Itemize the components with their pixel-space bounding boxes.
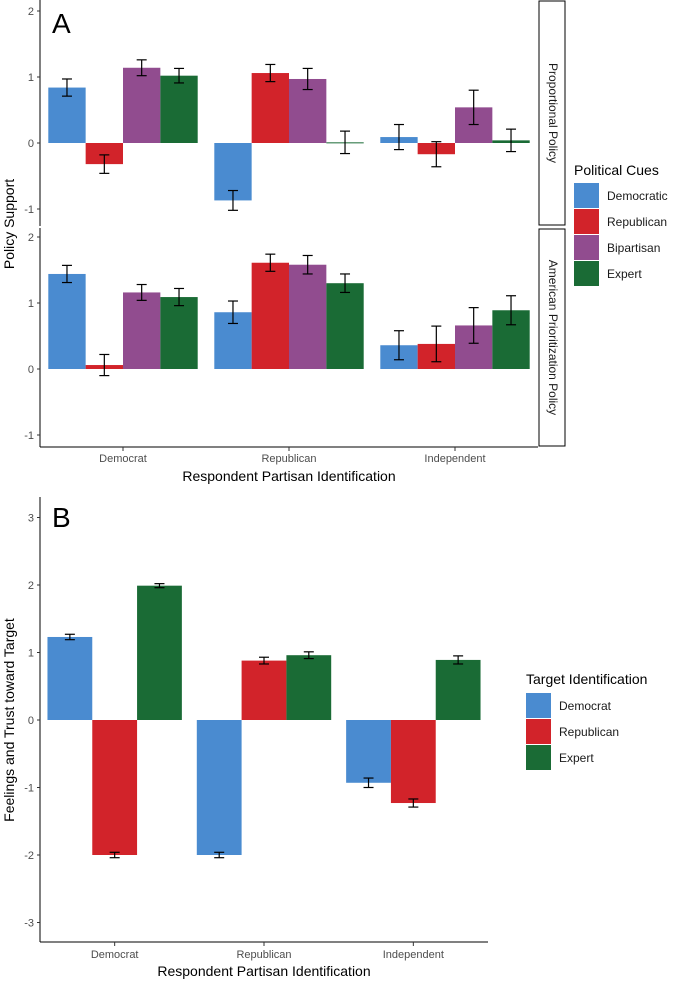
legend-label: Democrat — [559, 699, 612, 713]
y-tick-label: -1 — [24, 783, 34, 795]
bar-expert — [326, 283, 364, 369]
x-axis-title: Respondent Partisan Identification — [157, 963, 370, 979]
bar-democrat — [47, 636, 93, 720]
legend-title: Target Identification — [526, 671, 647, 687]
y-tick-label: 1 — [28, 72, 34, 84]
bar-republican — [241, 660, 287, 720]
bar-democratic — [48, 87, 86, 143]
x-tick-label: Independent — [424, 453, 485, 465]
bar-bipartisan — [289, 264, 327, 369]
y-tick-label: 0 — [28, 715, 34, 727]
bar-democrat — [196, 720, 242, 855]
y-axis-title: Policy Support — [1, 179, 17, 269]
panel-label-a: A — [52, 8, 71, 39]
legend-title: Political Cues — [574, 162, 659, 178]
bar-republican — [251, 262, 289, 369]
bar-democrat — [346, 720, 391, 783]
legend-swatch — [574, 261, 599, 286]
y-tick-label: 2 — [28, 232, 34, 244]
facet-label: Proportional Policy — [546, 63, 560, 163]
bar-republican — [85, 143, 123, 165]
bar-bipartisan — [123, 67, 161, 143]
x-tick-label: Democrat — [91, 949, 139, 961]
legend-label: Democratic — [607, 189, 668, 203]
x-axis-title: Respondent Partisan Identification — [182, 468, 395, 484]
legend-swatch — [526, 719, 551, 744]
legend-swatch — [574, 235, 599, 260]
x-tick-label: Republican — [261, 453, 316, 465]
y-tick-label: -1 — [24, 204, 34, 216]
legend-swatch — [526, 693, 551, 718]
x-tick-label: Republican — [236, 949, 291, 961]
facet-strip — [538, 228, 566, 447]
y-tick-label: -1 — [24, 430, 34, 442]
y-tick-label: -2 — [24, 850, 34, 862]
bar-democratic — [48, 273, 86, 369]
x-tick-label: Independent — [383, 949, 444, 961]
x-tick-label: Democrat — [99, 453, 147, 465]
y-tick-label: 0 — [28, 364, 34, 376]
legend-swatch — [574, 183, 599, 208]
bar-republican — [92, 720, 138, 855]
facet-label: American Prioritization Policy — [546, 260, 560, 415]
y-axis-title: Feelings and Trust toward Target — [1, 618, 17, 822]
y-tick-label: 2 — [28, 580, 34, 592]
bar-republican — [390, 720, 436, 804]
bar-expert — [286, 655, 332, 720]
bar-expert — [160, 297, 198, 369]
y-tick-label: 0 — [28, 138, 34, 150]
y-tick-label: 2 — [28, 6, 34, 18]
bar-expert — [160, 75, 198, 143]
legend-label: Expert — [559, 751, 594, 765]
bar-expert — [435, 659, 481, 720]
facet-strip — [538, 0, 566, 226]
legend-label: Bipartisan — [607, 241, 660, 255]
y-tick-label: -3 — [24, 918, 34, 930]
legend-swatch — [526, 745, 551, 770]
y-tick-label: 3 — [28, 513, 34, 525]
y-tick-label: 1 — [28, 298, 34, 310]
legend-label: Republican — [559, 725, 619, 739]
bar-bipartisan — [123, 292, 161, 369]
legend-label: Expert — [607, 267, 642, 281]
legend-swatch — [574, 209, 599, 234]
panel-label-b: B — [52, 502, 71, 533]
bar-expert — [137, 585, 182, 720]
bar-republican — [251, 73, 289, 143]
legend-label: Republican — [607, 215, 667, 229]
y-tick-label: 1 — [28, 648, 34, 660]
